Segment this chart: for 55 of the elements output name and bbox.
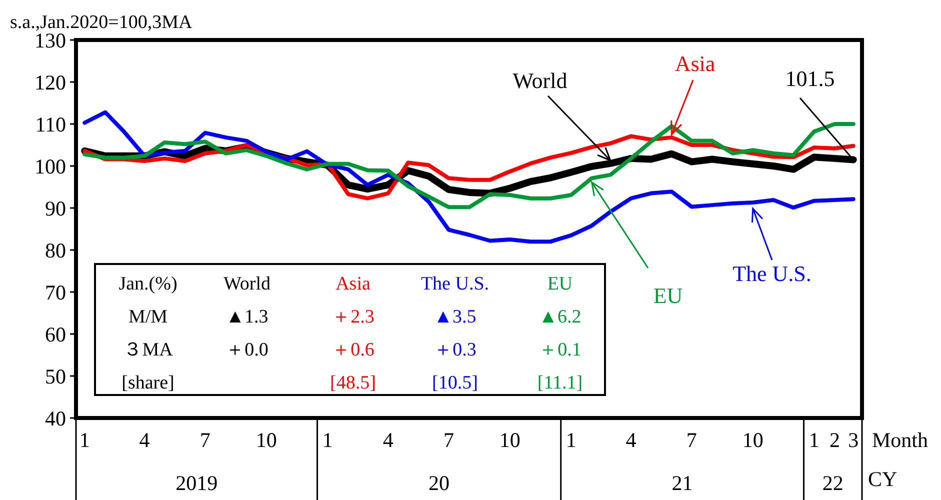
x-tick-label: 1 bbox=[322, 428, 333, 452]
text: 21 bbox=[672, 471, 693, 495]
text: EU bbox=[547, 274, 573, 295]
text: 20 bbox=[428, 471, 450, 495]
text: Asia bbox=[674, 51, 716, 76]
x-tick-label: 4 bbox=[626, 428, 637, 452]
annotation: [share] bbox=[122, 372, 174, 394]
annotation: ▲1.3 bbox=[226, 306, 268, 328]
text: 2019 bbox=[176, 471, 218, 495]
x-tick-label: 10 bbox=[742, 428, 764, 452]
annotation: [48.5] bbox=[330, 372, 376, 394]
annotation: ＋2.3 bbox=[332, 306, 374, 328]
text: World bbox=[512, 68, 568, 93]
text: 22 bbox=[822, 471, 844, 495]
y-tick-label: 40 bbox=[45, 406, 66, 430]
y-axis-title: s.a.,Jan.2020=100,3MA bbox=[10, 12, 193, 33]
annotation: [10.5] bbox=[432, 372, 478, 394]
y-tick-label: 100 bbox=[34, 154, 66, 178]
x-tick-label: 1 bbox=[566, 428, 576, 452]
legend-label: The U.S. bbox=[732, 261, 812, 286]
x-tick-label: 1 bbox=[808, 428, 820, 452]
annotation: ＋0.0 bbox=[226, 340, 268, 361]
x-axis-title: Month bbox=[872, 428, 929, 452]
annotation: ＋0.1 bbox=[538, 340, 582, 361]
x-tick-label: 2 bbox=[829, 428, 840, 452]
y-tick-label: 60 bbox=[45, 322, 66, 346]
x-tick-label: 7 bbox=[443, 428, 454, 452]
y-tick-label: 90 bbox=[45, 196, 66, 220]
annotation: ▲6.2 bbox=[538, 306, 582, 328]
annotation: ▲3.5 bbox=[434, 306, 476, 328]
x-tick-label: 1 bbox=[79, 428, 90, 452]
annotation: ３MA bbox=[123, 340, 174, 361]
x-tick-label: 4 bbox=[382, 428, 394, 452]
x-tick-label: 7 bbox=[200, 428, 210, 452]
x-tick-label: 7 bbox=[686, 428, 697, 452]
y-tick-label: 80 bbox=[45, 238, 66, 262]
y-tick-label: 120 bbox=[34, 70, 66, 94]
y-tick-label: 110 bbox=[35, 112, 66, 136]
y-tick-label: 70 bbox=[45, 280, 66, 304]
annotation: ＋0.3 bbox=[434, 340, 476, 361]
x-tick-label: 10 bbox=[256, 428, 277, 452]
text: Asia bbox=[336, 274, 370, 295]
annotation: Jan.(%) bbox=[118, 274, 178, 295]
text: EU bbox=[653, 283, 683, 308]
y-tick-label: 50 bbox=[45, 364, 66, 388]
annotation: [11.1] bbox=[537, 372, 583, 394]
x-tick-label: 4 bbox=[139, 428, 150, 452]
x-tick-label: 10 bbox=[499, 428, 520, 452]
text: The U.S. bbox=[420, 274, 490, 295]
annotation: M/M bbox=[128, 306, 168, 328]
annotation: ＋0.6 bbox=[332, 340, 374, 361]
text: World bbox=[223, 274, 271, 295]
text: CY bbox=[868, 467, 898, 491]
annotation: 101.5 bbox=[785, 66, 835, 91]
x-tick-label: 3 bbox=[848, 428, 859, 452]
